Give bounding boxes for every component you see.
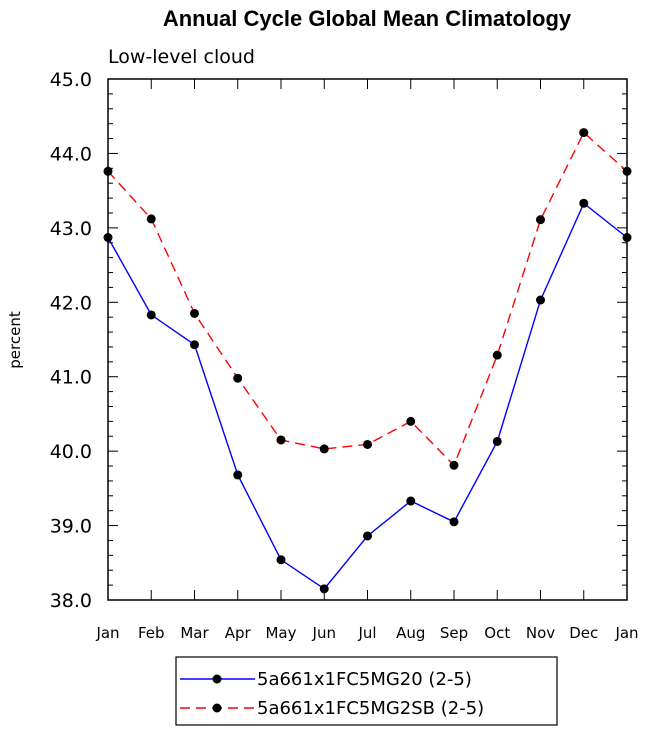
- data-point: [146, 214, 156, 224]
- y-tick-labels: 38.0 39.0 40.0 41.0 42.0 43.0 44.0 45.0: [50, 69, 92, 612]
- x-tick-label: Jan: [95, 624, 119, 642]
- x-tick-label: Oct: [484, 624, 510, 642]
- legend-marker-2: [212, 703, 222, 713]
- y-tick-label: 39.0: [50, 516, 92, 538]
- data-point: [536, 295, 545, 305]
- data-point: [103, 166, 113, 176]
- data-point: [190, 340, 199, 350]
- x-tick-labels: Jan Feb Mar Apr May Jun Jul Aug Sep Oct Nov Dec Jan: [95, 624, 638, 642]
- data-point: [363, 439, 372, 449]
- data-point: [276, 555, 286, 565]
- x-tick-label: Dec: [569, 624, 598, 642]
- x-tick-label: Sep: [440, 624, 468, 642]
- x-tick-label: Aug: [396, 624, 425, 642]
- y-tick-label: 41.0: [50, 367, 92, 389]
- series-1: [103, 198, 632, 594]
- data-point: [103, 233, 113, 243]
- y-tick-label: 42.0: [50, 292, 92, 314]
- y-axis-label: percent: [6, 311, 24, 369]
- x-tick-label: Mar: [180, 624, 209, 642]
- data-point: [276, 435, 286, 445]
- series-2: [103, 128, 632, 470]
- data-point: [622, 166, 632, 176]
- legend-label-2: 5a661x1FC5MG2SB (2-5): [257, 698, 484, 719]
- x-tick-label: May: [265, 624, 296, 642]
- y-tick-label: 45.0: [50, 69, 92, 91]
- data-point: [579, 198, 589, 208]
- data-point: [319, 444, 329, 454]
- data-point: [492, 350, 502, 360]
- legend-label-1: 5a661x1FC5MG20 (2-5): [257, 669, 472, 690]
- x-tick-label: Nov: [526, 624, 555, 642]
- data-point: [190, 308, 199, 318]
- x-tick-label: Jul: [357, 624, 376, 642]
- legend-box: [175, 656, 558, 726]
- series-layer: [103, 128, 632, 594]
- data-point: [492, 436, 502, 446]
- y-tick-label: 44.0: [50, 143, 92, 165]
- data-point: [622, 233, 632, 243]
- y-tick-label: 43.0: [50, 218, 92, 240]
- data-point: [449, 517, 459, 527]
- legend: 5a661x1FC5MG20 (2-5) 5a661x1FC5MG2SB (2-5…: [180, 669, 484, 719]
- data-point: [146, 310, 156, 320]
- data-point: [406, 496, 416, 506]
- legend-marker-1: [212, 674, 222, 684]
- data-point: [233, 373, 243, 383]
- x-tick-label: Jun: [312, 624, 336, 642]
- x-tick-label: Jan: [614, 624, 638, 642]
- x-tick-label: Apr: [225, 624, 252, 642]
- data-point: [449, 460, 459, 470]
- series-line: [107, 131, 628, 467]
- data-point: [319, 584, 329, 594]
- series-line: [107, 202, 628, 590]
- data-point: [233, 470, 243, 480]
- data-point: [406, 416, 416, 426]
- x-tick-label: Feb: [138, 624, 165, 642]
- data-point: [579, 128, 589, 138]
- chart-title: Annual Cycle Global Mean Climatology: [163, 6, 572, 31]
- axis-ticks: [107, 78, 628, 601]
- chart-subtitle: Low-level cloud: [108, 46, 255, 68]
- y-tick-label: 38.0: [50, 590, 92, 612]
- y-tick-label: 40.0: [50, 441, 92, 463]
- data-point: [363, 531, 372, 541]
- data-point: [536, 215, 545, 225]
